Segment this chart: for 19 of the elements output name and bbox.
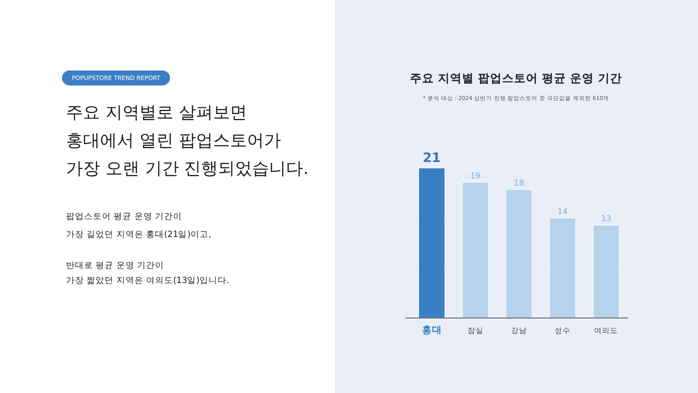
text: 가장 짧았던 지역은 여의도(13일)입니다. [66,276,230,286]
text: 홍대에서 열린 팝업스토어가 [66,131,281,151]
bar [462,182,489,318]
chart-title: 주요 지역별 팝업스토어 평균 운영 기간 [410,71,622,85]
data-label: 18 [514,178,524,188]
text: 가장 오랜 기간 진행되었습니다. [66,159,309,179]
text: 가장 길었던 지역은 홍대(21일)이고, [66,230,212,240]
text: 주요 지역별로 살펴보면 [66,103,247,123]
data-label: 19 [470,171,480,180]
bar [418,168,446,318]
bar [592,224,620,318]
bar [549,218,576,318]
bar [506,189,532,318]
text: 반대로 평균 운영 기간이 [66,261,164,271]
data-label: 14 [558,207,568,216]
data-label: 21 [422,151,441,166]
text: 팝업스토어 평균 운영 기간이 [66,212,182,222]
data-label: 13 [601,214,612,224]
x-tick-label: 홍대 [422,325,442,336]
